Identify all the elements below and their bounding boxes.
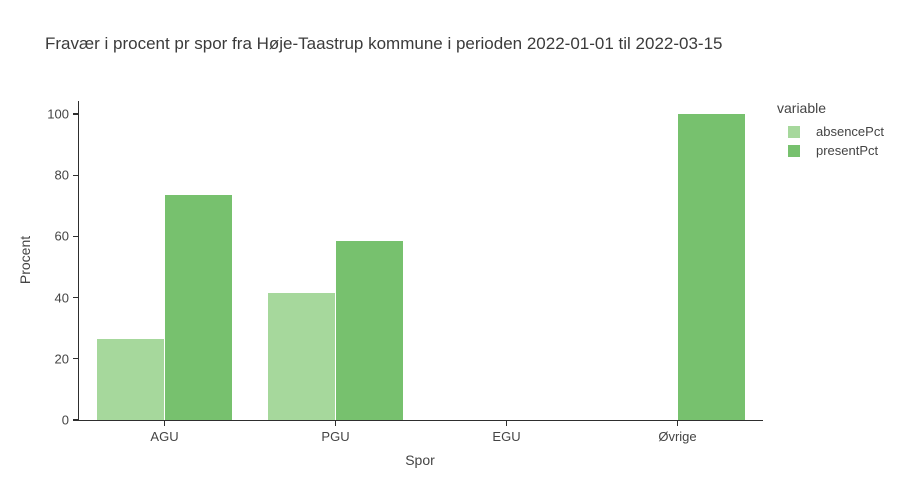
legend-swatch-absencePct	[788, 125, 800, 138]
bar-PGU-presentPct[interactable]	[335, 241, 404, 420]
x-tick-label-PGU: PGU	[321, 429, 350, 444]
y-axis-title: Procent	[17, 235, 33, 285]
legend-item-absencePct[interactable]: absencePct	[777, 122, 884, 141]
y-tick-label: 60	[54, 228, 69, 244]
x-tick-label-EGU: EGU	[492, 429, 521, 444]
bar-AGU-presentPct[interactable]	[164, 195, 233, 420]
legend-swatch-presentPct	[788, 144, 800, 157]
x-tick-mark	[505, 420, 508, 426]
y-tick-label: 80	[54, 167, 69, 183]
chart-title: Fravær i procent pr spor fra Høje-Taastr…	[45, 34, 723, 53]
bar-AGU-absencePct[interactable]	[96, 338, 165, 420]
legend-items: absencePct presentPct	[777, 122, 884, 160]
legend-title: variable	[777, 100, 827, 116]
y-tick-label: 100	[47, 106, 69, 122]
y-tick-label: 20	[54, 351, 69, 367]
bar-Øvrige-presentPct[interactable]	[677, 114, 746, 420]
y-tick-label: 0	[61, 412, 69, 428]
legend-item-presentPct[interactable]: presentPct	[777, 141, 884, 160]
y-tick-mark	[73, 296, 79, 299]
y-tick-mark	[73, 174, 79, 176]
legend: variable absencePct presentPct	[777, 100, 884, 160]
y-tick-mark	[73, 235, 79, 238]
y-tick-mark	[73, 419, 79, 421]
x-tick-label-AGU: AGU	[150, 429, 179, 444]
x-tick-mark	[163, 420, 166, 426]
legend-label: presentPct	[816, 143, 879, 158]
x-tick-mark	[334, 420, 337, 426]
legend-label: absencePct	[816, 124, 884, 139]
bar-PGU-absencePct[interactable]	[267, 293, 336, 420]
y-tick-mark	[73, 113, 79, 115]
y-tick-mark	[73, 358, 79, 360]
x-tick-label-Øvrige: Øvrige	[658, 429, 697, 444]
plot-area: 0 20 40 60 80 100 AGU PGU EGU Øvrige	[47, 101, 763, 444]
y-tick-label: 40	[54, 290, 69, 306]
x-tick-mark	[676, 420, 679, 426]
x-axis-title: Spor	[405, 452, 435, 468]
